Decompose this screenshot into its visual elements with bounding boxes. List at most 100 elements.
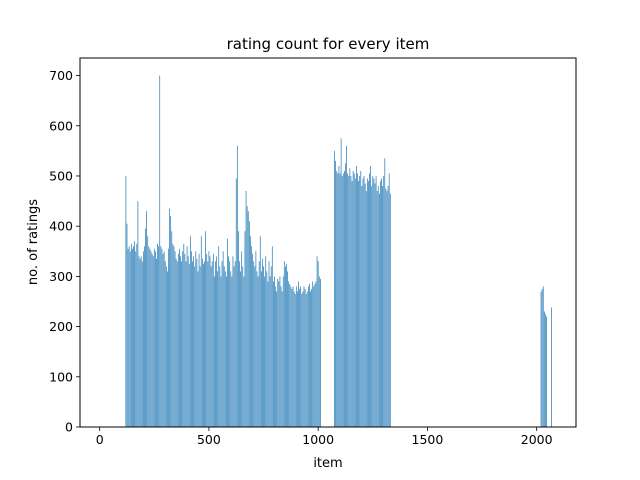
bar [143, 251, 144, 427]
bar [348, 175, 350, 427]
bar [351, 181, 353, 427]
bar [275, 286, 276, 427]
bar [259, 236, 261, 427]
x-tick-label: 1500 [412, 432, 444, 447]
bar [262, 258, 263, 427]
bar [293, 291, 295, 427]
bar [240, 271, 241, 427]
bar [253, 261, 255, 427]
bar [256, 271, 258, 427]
bar [220, 276, 222, 427]
bar [301, 293, 303, 427]
bar [266, 271, 268, 427]
bar [382, 186, 383, 427]
bar [276, 291, 277, 427]
bar [214, 276, 215, 427]
bar [543, 311, 545, 427]
bar [248, 221, 250, 427]
bar [236, 145, 238, 428]
bar [216, 256, 217, 427]
bar [243, 276, 245, 427]
x-axis-label: item [313, 456, 342, 471]
bar [312, 281, 314, 427]
y-tick-label: 100 [49, 369, 73, 384]
bar [281, 291, 283, 427]
bar [370, 165, 371, 427]
bar [381, 178, 382, 427]
bar [304, 288, 306, 427]
bar [197, 271, 199, 427]
bar [252, 253, 253, 427]
bar [145, 228, 146, 427]
bar [545, 314, 546, 427]
bar [238, 231, 239, 427]
bar [289, 283, 291, 427]
bar [302, 291, 304, 427]
bar [356, 165, 357, 427]
bar [227, 238, 228, 427]
bar [347, 173, 349, 427]
bar [300, 286, 302, 427]
bar [374, 183, 376, 427]
bar [189, 236, 191, 427]
bar [131, 243, 132, 427]
bar [215, 261, 216, 427]
bar [369, 173, 370, 427]
bar [234, 261, 236, 427]
bar [345, 163, 346, 427]
bar [218, 246, 220, 427]
bar [366, 178, 368, 427]
bar [295, 286, 297, 427]
y-tick-label: 600 [49, 118, 73, 133]
bar [310, 291, 311, 427]
bar [230, 271, 232, 427]
bar [147, 236, 149, 427]
bar [340, 138, 342, 427]
bar [375, 175, 377, 427]
bar [184, 253, 186, 427]
y-axis-label: no. of ratings [26, 199, 41, 285]
bar [541, 288, 543, 427]
bar [384, 158, 386, 427]
bar [337, 173, 339, 427]
bar [224, 271, 226, 427]
bar [361, 186, 363, 427]
bar [265, 256, 267, 427]
bar [288, 281, 290, 427]
bar [198, 253, 200, 427]
bar [183, 243, 185, 427]
bar [137, 201, 139, 427]
bar [241, 251, 243, 427]
bar [317, 261, 319, 427]
bar [311, 288, 312, 427]
bar [138, 256, 140, 427]
x-tick-label: 500 [197, 432, 221, 447]
bar [206, 253, 208, 427]
bar [290, 286, 292, 427]
bar [226, 276, 227, 427]
bar [219, 266, 221, 427]
bar [157, 243, 158, 427]
bar [235, 178, 237, 427]
bar [139, 258, 141, 427]
bar [165, 266, 167, 427]
bar [173, 246, 175, 427]
bar [342, 173, 344, 427]
y-tick-label: 500 [49, 168, 73, 183]
bar [352, 170, 354, 427]
bar [336, 170, 338, 427]
bar [160, 246, 162, 427]
bar [177, 253, 179, 427]
bar [269, 276, 271, 427]
bar [287, 271, 288, 427]
bar [387, 186, 389, 427]
bar [186, 246, 188, 427]
bar [136, 243, 138, 427]
bar [205, 231, 206, 427]
bar [221, 261, 223, 427]
bar [168, 248, 169, 427]
y-tick-label: 0 [65, 420, 73, 435]
bar [204, 261, 205, 427]
bar [152, 256, 154, 427]
bar [257, 276, 259, 427]
